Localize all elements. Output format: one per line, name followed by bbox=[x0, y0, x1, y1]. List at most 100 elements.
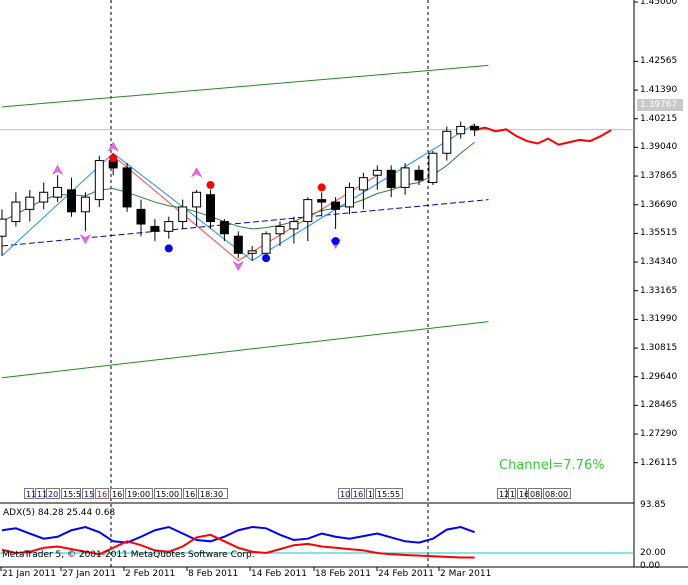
date-tick-label: 2 Mar 2011 bbox=[440, 569, 492, 579]
event-chip[interactable]: 19:00 bbox=[125, 488, 153, 499]
signal-blue-dot bbox=[164, 244, 173, 253]
candle-body bbox=[428, 152, 438, 184]
candle-body bbox=[94, 160, 104, 201]
channel-lower-line bbox=[1, 321, 489, 379]
copyright-text: MetaTrader 5, © 2001-2011 MetaQuotes Sof… bbox=[2, 550, 255, 560]
event-chip[interactable]: 10 bbox=[338, 488, 351, 499]
event-chip[interactable]: 16 bbox=[351, 488, 365, 499]
price-tick-label: 1.37865 bbox=[640, 171, 678, 182]
candle-body bbox=[456, 125, 466, 135]
candle-body bbox=[164, 221, 174, 232]
price-tick-label: 1.31990 bbox=[640, 314, 678, 325]
event-chip[interactable]: 12 bbox=[497, 488, 510, 499]
event-chip[interactable]: 15:5 bbox=[61, 488, 81, 499]
fractal-up-arrow bbox=[107, 141, 119, 152]
adx-scale-label: 20.00 bbox=[640, 548, 666, 558]
price-tick-label: 1.34340 bbox=[640, 257, 678, 268]
price-tick-label: 1.40215 bbox=[640, 113, 678, 124]
forecast-line bbox=[474, 126, 612, 146]
date-tick-label: 14 Feb 2011 bbox=[251, 569, 308, 579]
signal-blue-dot bbox=[331, 237, 340, 246]
candle-body bbox=[122, 167, 132, 208]
candle-body bbox=[261, 233, 271, 254]
candle-body bbox=[247, 250, 257, 254]
candle-body bbox=[331, 201, 341, 210]
candle-body bbox=[303, 199, 313, 223]
event-chip[interactable]: 15:00 bbox=[154, 488, 182, 499]
zigzag-red-line bbox=[112, 155, 378, 262]
event-chip[interactable]: 15:55 bbox=[375, 488, 403, 499]
candle-body bbox=[372, 169, 382, 176]
candle-body bbox=[358, 177, 368, 191]
event-chip[interactable]: 18:30 bbox=[198, 488, 228, 499]
event-chip[interactable]: 1 bbox=[508, 488, 516, 499]
moving-average-line bbox=[1, 141, 475, 230]
signal-red-dot bbox=[206, 180, 215, 189]
date-tick-label: 2 Feb 2011 bbox=[125, 569, 176, 579]
candle-body bbox=[0, 218, 7, 237]
candle-body bbox=[80, 196, 90, 213]
candle-body bbox=[206, 194, 215, 223]
candle-body bbox=[386, 169, 396, 188]
candle-body bbox=[192, 191, 202, 208]
event-chip[interactable]: 08: bbox=[528, 488, 543, 499]
price-tick-label: 1.28465 bbox=[640, 400, 678, 411]
date-tick-label: 27 Jan 2011 bbox=[62, 569, 116, 579]
date-tick-label: 21 Jan 2011 bbox=[2, 569, 56, 579]
date-tick-label: 24 Feb 2011 bbox=[378, 569, 435, 579]
event-chip[interactable]: 1 bbox=[366, 488, 374, 499]
price-tick-label: 1.36690 bbox=[640, 199, 678, 210]
signal-red-dot bbox=[317, 183, 326, 192]
price-tick-label: 1.33165 bbox=[640, 285, 678, 296]
adx-scale-label: 0.00 bbox=[640, 561, 661, 571]
candle-body bbox=[400, 167, 410, 188]
candle-body bbox=[136, 208, 146, 225]
event-chip[interactable]: 15 bbox=[82, 488, 95, 499]
current-price-label: 1.39767 bbox=[637, 99, 683, 111]
candle-body bbox=[414, 169, 424, 181]
price-tick-label: 1.41390 bbox=[640, 85, 678, 96]
candle-body bbox=[53, 186, 63, 198]
price-tick-label: 1.42565 bbox=[640, 56, 678, 67]
candle-body bbox=[233, 235, 243, 254]
fractal-down-arrow bbox=[79, 233, 92, 245]
candle-body bbox=[39, 191, 49, 203]
event-chip[interactable]: 11 bbox=[24, 488, 37, 499]
candle-body bbox=[25, 196, 35, 210]
price-tick-label: 1.35515 bbox=[640, 228, 678, 239]
event-chip[interactable]: 16 bbox=[517, 488, 530, 499]
fractal-up-arrow bbox=[51, 164, 64, 176]
price-tick-label: 1.45000 bbox=[640, 0, 678, 7]
date-tick-label: 18 Feb 2011 bbox=[315, 569, 372, 579]
fractal-down-arrow bbox=[232, 260, 244, 271]
candle-body bbox=[178, 206, 188, 223]
channel-label: Channel=7.76% bbox=[499, 458, 605, 473]
event-chip[interactable]: 20 bbox=[46, 488, 60, 499]
fractal-up-arrow bbox=[190, 167, 203, 178]
candle-body bbox=[442, 130, 452, 154]
price-tick-label: 1.26115 bbox=[640, 457, 678, 468]
candle-body bbox=[67, 189, 76, 213]
price-tick-label: 1.30815 bbox=[640, 343, 678, 354]
candle-body bbox=[317, 199, 327, 203]
adx-title: ADX(5) 84.28 25.44 0.68 bbox=[3, 508, 116, 518]
adx-minus-di-line bbox=[1, 533, 475, 559]
candle-body bbox=[219, 221, 229, 235]
event-chip[interactable]: 16 bbox=[183, 488, 197, 499]
event-chip[interactable]: 11 bbox=[35, 488, 48, 499]
price-tick-label: 1.27290 bbox=[640, 429, 678, 440]
candle-body bbox=[289, 221, 299, 230]
candles bbox=[0, 121, 480, 261]
channel-upper-line bbox=[1, 64, 489, 108]
signal-red-dot bbox=[109, 154, 118, 163]
candle-body bbox=[275, 225, 285, 235]
price-tick-label: 1.29640 bbox=[640, 371, 678, 382]
event-chip[interactable]: 08:00 bbox=[543, 488, 571, 499]
candle-body bbox=[150, 225, 160, 232]
event-chip[interactable]: 16 bbox=[110, 488, 124, 499]
candle-body bbox=[470, 125, 480, 131]
event-chip[interactable]: 16 bbox=[95, 488, 109, 499]
signal-blue-dot bbox=[262, 254, 271, 263]
